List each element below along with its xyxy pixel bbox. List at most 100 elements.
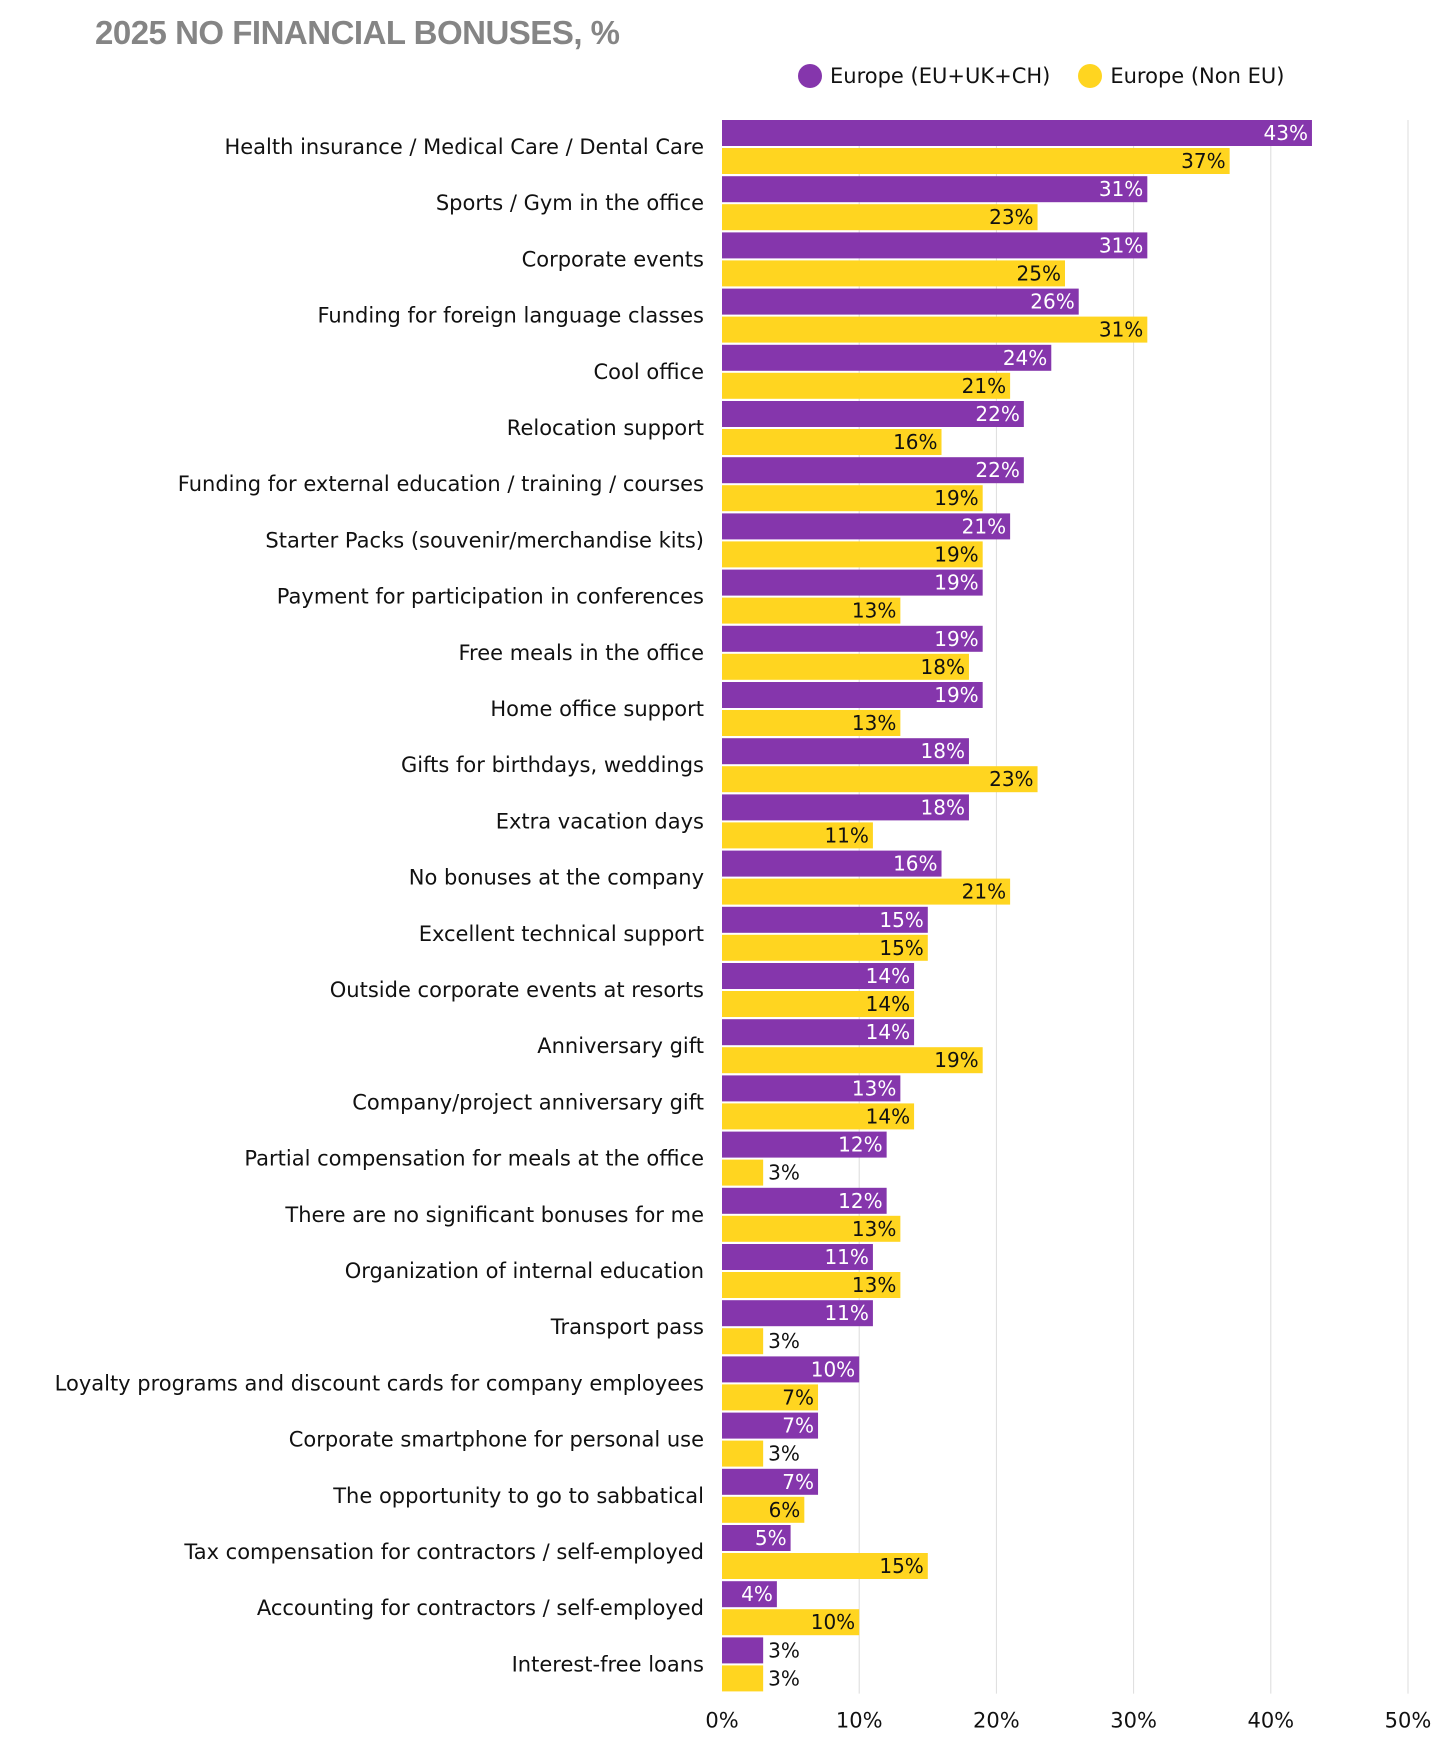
data-label: 37% (1181, 149, 1225, 173)
bar-non-eu (722, 1609, 860, 1636)
x-tick-label: 50% (1385, 1709, 1432, 1733)
bar-non-eu (722, 1103, 915, 1130)
data-label: 19% (934, 627, 978, 651)
bar-non-eu (722, 1047, 983, 1074)
data-label: 11% (824, 823, 868, 847)
data-label: 13% (852, 1217, 896, 1241)
bar-non-eu (722, 1553, 928, 1579)
category-label: No bonuses at the company (409, 866, 704, 890)
data-label: 13% (852, 1076, 896, 1100)
bar-eu (722, 1525, 791, 1551)
category-label: Tax compensation for contractors / self-… (183, 1540, 704, 1564)
category-label: Excellent technical support (419, 922, 704, 946)
bar-eu (722, 1412, 819, 1439)
data-label: 6% (769, 1498, 801, 1522)
category-label: Funding for external education / trainin… (178, 472, 704, 496)
data-label: 19% (934, 683, 978, 707)
category-label: Starter Packs (souvenir/merchandise kits… (265, 528, 704, 552)
bar-eu (722, 120, 1312, 146)
bar-eu (722, 1244, 873, 1270)
bar-eu (722, 401, 1024, 427)
data-label: 23% (989, 767, 1033, 791)
category-label: There are no significant bonuses for me (284, 1203, 704, 1227)
bar-non-eu (722, 1159, 764, 1186)
bar-non-eu (722, 204, 1038, 231)
bar-eu (722, 1468, 819, 1495)
data-label: 12% (838, 1133, 882, 1157)
category-label: Transport pass (550, 1315, 704, 1339)
data-label: 21% (962, 880, 1006, 904)
category-label: Health insurance / Medical Care / Dental… (224, 135, 704, 159)
category-label: Corporate smartphone for personal use (289, 1428, 704, 1452)
data-label: 19% (934, 486, 978, 510)
bar-eu (722, 288, 1079, 315)
data-label: 22% (975, 458, 1019, 482)
bar-non-eu (722, 878, 1011, 905)
data-label: 13% (852, 711, 896, 735)
category-label: Extra vacation days (496, 809, 704, 833)
data-label: 11% (824, 1245, 868, 1269)
data-label: 16% (893, 430, 937, 454)
x-tick-label: 40% (1247, 1709, 1294, 1733)
legend-swatch-non-eu (1078, 64, 1103, 88)
data-label: 11% (824, 1301, 868, 1325)
bar-non-eu (722, 1440, 764, 1467)
category-label: Home office support (490, 697, 704, 721)
data-label: 14% (866, 992, 910, 1016)
data-label: 12% (838, 1189, 882, 1213)
data-label: 3% (768, 1638, 800, 1662)
category-label: Gifts for birthdays, weddings (401, 753, 704, 777)
data-label: 23% (989, 205, 1033, 229)
data-label: 7% (782, 1414, 814, 1438)
bar-non-eu (722, 822, 873, 849)
category-label: Relocation support (507, 416, 704, 440)
data-label: 31% (1099, 318, 1143, 342)
data-label: 24% (1003, 346, 1047, 370)
data-label: 43% (1264, 121, 1308, 145)
bar-eu (722, 850, 942, 877)
category-label: Corporate events (522, 247, 704, 271)
data-label: 19% (934, 542, 978, 566)
data-label: 15% (879, 1554, 923, 1578)
bar-non-eu (722, 316, 1148, 343)
bar-eu (722, 625, 983, 652)
bar-non-eu (722, 991, 915, 1017)
bar-eu (722, 457, 1024, 484)
data-label: 5% (755, 1526, 787, 1550)
data-label: 4% (741, 1582, 773, 1606)
data-label: 18% (921, 655, 965, 679)
data-label: 3% (768, 1161, 800, 1185)
bar-eu (722, 344, 1052, 371)
bar-eu (722, 1019, 915, 1046)
bar-non-eu (722, 260, 1065, 287)
data-label: 3% (768, 1666, 800, 1690)
bar-eu (722, 232, 1148, 259)
data-label: 3% (768, 1329, 800, 1353)
bar-eu (722, 963, 915, 989)
data-label: 7% (782, 1470, 814, 1494)
data-label: 15% (879, 936, 923, 960)
bar-eu (722, 738, 969, 765)
data-label: 7% (782, 1385, 814, 1409)
bar-eu (722, 513, 1011, 540)
bar-non-eu (722, 485, 983, 512)
data-label: 10% (811, 1357, 855, 1381)
category-label: Sports / Gym in the office (436, 191, 704, 215)
bar-eu (722, 1356, 860, 1383)
data-label: 22% (975, 402, 1019, 426)
data-label: 26% (1030, 290, 1074, 314)
data-label: 18% (921, 795, 965, 819)
data-label: 19% (934, 571, 978, 595)
bar-eu (722, 1637, 764, 1664)
data-label: 14% (866, 964, 910, 988)
bar-eu (722, 1300, 873, 1327)
bar-eu (722, 176, 1148, 203)
category-label: Funding for foreign language classes (317, 304, 704, 328)
bar-non-eu (722, 541, 983, 568)
bar-non-eu (722, 766, 1038, 793)
data-label: 13% (852, 1273, 896, 1297)
chart-title: 2025 NO FINANCIAL BONUSES, % (95, 14, 620, 51)
category-label: Payment for participation in conferences (277, 585, 704, 609)
data-label: 15% (879, 908, 923, 932)
